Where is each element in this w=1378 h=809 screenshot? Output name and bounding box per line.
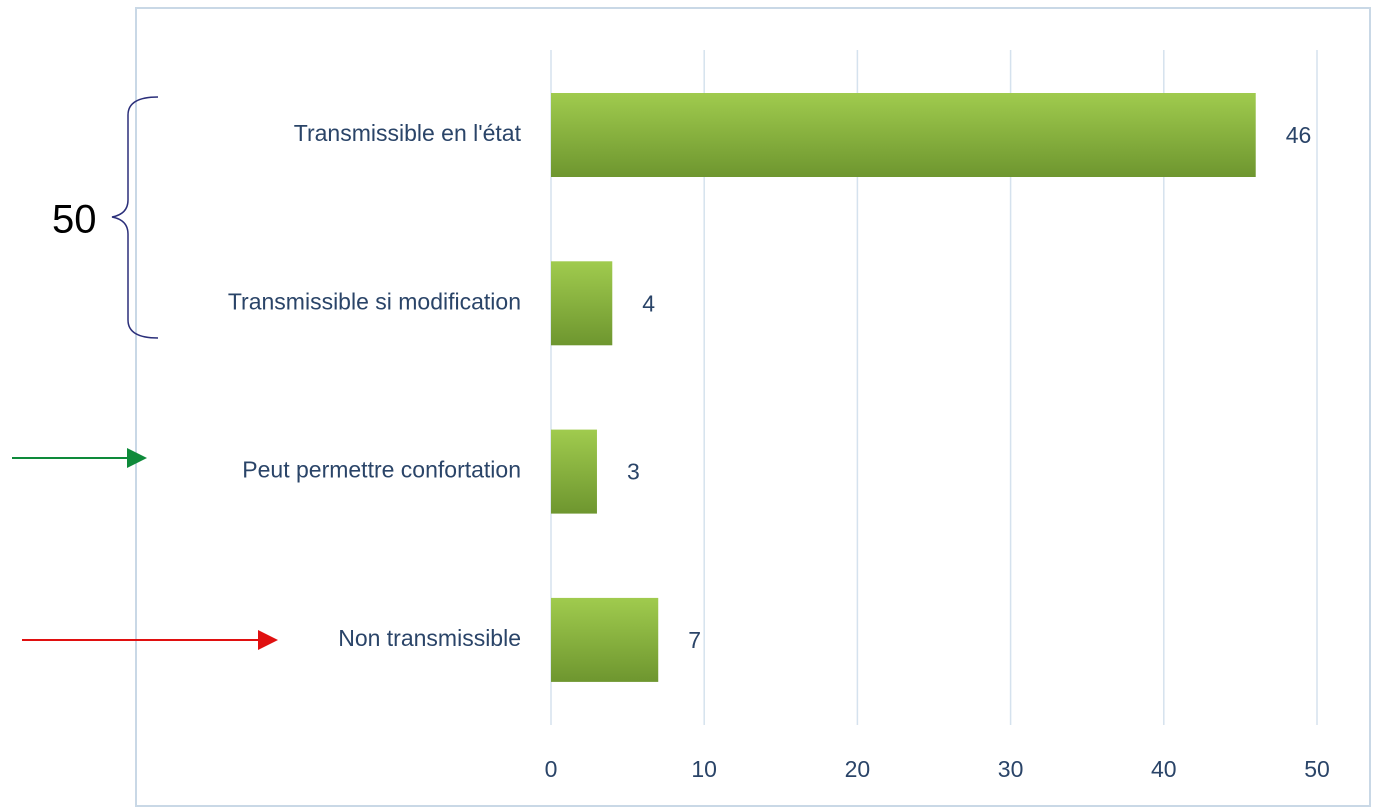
annotation: 50	[52, 198, 97, 242]
y-tick-label: Non transmissible	[338, 625, 521, 651]
y-tick-label: Peut permettre confortation	[242, 457, 521, 483]
brace	[111, 96, 159, 339]
value-label: 7	[688, 627, 701, 653]
value-label: 4	[642, 290, 655, 316]
x-tick-label: 20	[845, 756, 871, 782]
x-tick-label: 10	[691, 756, 717, 782]
y-tick-label: Transmissible en l'état	[294, 120, 522, 146]
x-tick-label: 40	[1151, 756, 1177, 782]
bars	[551, 93, 1256, 682]
value-label: 3	[627, 459, 640, 485]
x-tick-label: 0	[545, 756, 558, 782]
y-tick-label: Transmissible si modification	[228, 288, 521, 314]
value-label: 46	[1286, 122, 1312, 148]
bar	[551, 429, 597, 514]
bar	[551, 261, 613, 346]
x-tick-label: 30	[998, 756, 1024, 782]
bar	[551, 93, 1256, 177]
x-tick-label: 50	[1304, 756, 1330, 782]
bar	[551, 597, 659, 682]
